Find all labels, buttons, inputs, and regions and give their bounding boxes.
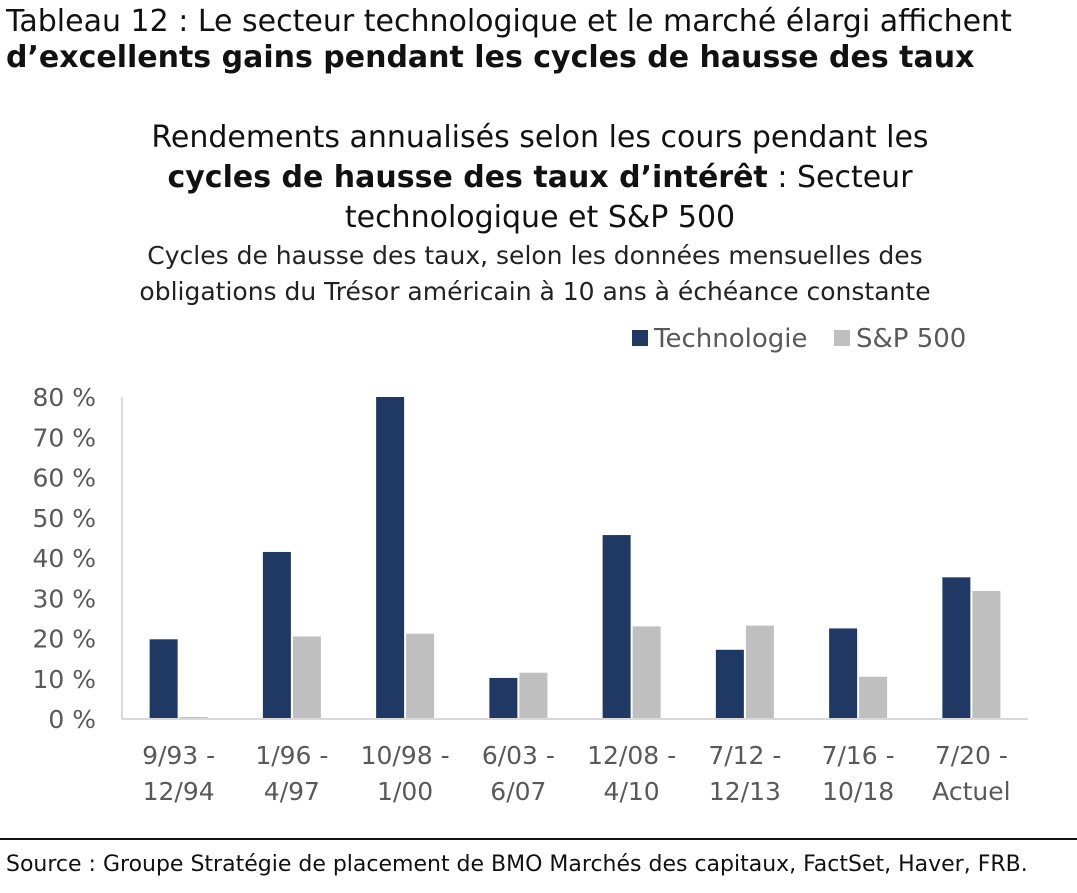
x-tick-label: 1/96 - [255, 741, 328, 770]
y-tick-label: 60 % [32, 464, 96, 493]
bar-sp500 [406, 633, 435, 719]
page-heading: Tableau 12 : Le secteur technologique et… [6, 4, 1072, 76]
bar-sp500 [179, 716, 208, 719]
bar-sp500 [519, 672, 548, 719]
bar-sp500 [632, 626, 661, 719]
y-tick-label: 0 % [48, 705, 96, 734]
legend-swatch-sp500 [834, 330, 850, 346]
y-tick-label: 80 % [32, 383, 96, 412]
chart-title: Rendements annualisés selon les cours pe… [60, 118, 1020, 238]
source-note: Source : Groupe Stratégie de placement d… [6, 852, 1028, 877]
x-tick-label: 7/16 - [822, 741, 895, 770]
bar-sp500 [292, 636, 321, 719]
y-tick-label: 70 % [32, 423, 96, 452]
bar-sp500 [972, 591, 1001, 719]
x-tick-label: 4/10 [604, 777, 660, 806]
y-tick-label: 30 % [32, 584, 96, 613]
bar-technologie [149, 639, 178, 719]
legend-label-sp500: S&P 500 [856, 324, 966, 354]
chart-title-rest: : Secteur [767, 160, 913, 195]
x-tick-label: 12/94 [143, 777, 215, 806]
source-divider [0, 838, 1077, 840]
chart-title-bold: cycles de hausse des taux d’intérêt [167, 160, 768, 195]
chart-title-line-1: Rendements annualisés selon les cours pe… [151, 120, 929, 155]
bar-technologie [489, 677, 518, 719]
chart-subtitle: Cycles de hausse des taux, selon les don… [139, 241, 931, 306]
legend-swatch-technologie [632, 330, 648, 346]
bar-technologie [942, 577, 971, 719]
x-tick-label: 6/03 - [482, 741, 555, 770]
chart-title-line-2: cycles de hausse des taux d’intérêt : Se… [60, 158, 1020, 198]
x-tick-label: 12/08 - [587, 741, 676, 770]
x-tick-label: 4/97 [264, 777, 320, 806]
x-tick-label: Actuel [932, 777, 1010, 806]
heading-line-1: Tableau 12 : Le secteur technologique et… [6, 4, 1012, 39]
bar-sp500 [859, 676, 888, 719]
y-tick-label: 40 % [32, 544, 96, 573]
y-tick-label: 20 % [32, 625, 96, 654]
bar-chart: 0 % 10 % 20 % 30 % 40 % 50 % 60 % 70 % 80 % 9/93 … [32, 324, 1028, 806]
y-tick-label: 50 % [32, 504, 96, 533]
bar-sp500 [745, 625, 774, 719]
legend-label-technologie: Technologie [653, 324, 807, 354]
bar-technologie [262, 551, 291, 719]
bar-technologie [376, 397, 405, 719]
bar-technologie [602, 535, 631, 719]
bar-technologie [715, 649, 744, 719]
bar-technologie [829, 628, 858, 719]
x-tick-label: 9/93 - [142, 741, 215, 770]
x-tick-label: 10/18 [822, 777, 894, 806]
x-tick-label: 7/20 - [935, 741, 1008, 770]
y-tick-label: 10 % [32, 665, 96, 694]
x-tick-label: 10/98 - [361, 741, 450, 770]
x-tick-label: 1/00 [377, 777, 433, 806]
x-tick-label: 12/13 [709, 777, 781, 806]
x-tick-label: 7/12 - [708, 741, 781, 770]
chart-title-line-3: technologique et S&P 500 [344, 200, 736, 235]
heading-line-2: d’excellents gains pendant les cycles de… [6, 40, 975, 75]
x-tick-label: 6/07 [490, 777, 546, 806]
